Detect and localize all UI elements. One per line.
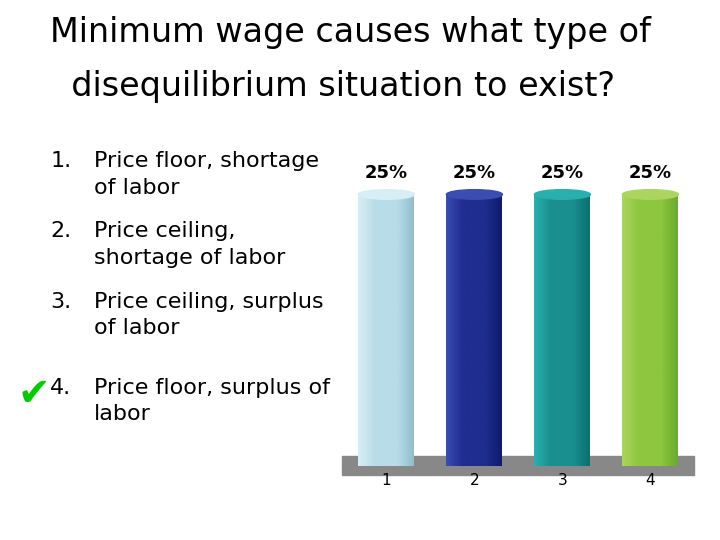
Text: 3.: 3. [50, 292, 71, 312]
Text: 25%: 25% [365, 164, 408, 181]
Text: Minimum wage causes what type of: Minimum wage causes what type of [50, 16, 652, 49]
Text: 4: 4 [646, 473, 655, 488]
Text: ✔: ✔ [18, 375, 50, 413]
Text: 25%: 25% [629, 164, 672, 181]
Text: 2: 2 [469, 473, 480, 488]
Text: Price ceiling,
shortage of labor: Price ceiling, shortage of labor [94, 221, 285, 268]
Ellipse shape [534, 190, 590, 199]
Ellipse shape [534, 461, 590, 471]
Ellipse shape [359, 461, 415, 471]
Text: 1.: 1. [50, 151, 71, 171]
Text: 2.: 2. [50, 221, 71, 241]
Text: disequilibrium situation to exist?: disequilibrium situation to exist? [50, 70, 616, 103]
Ellipse shape [446, 461, 503, 471]
Text: 4.: 4. [50, 378, 71, 398]
Polygon shape [343, 456, 694, 475]
Text: Price ceiling, surplus
of labor: Price ceiling, surplus of labor [94, 292, 323, 338]
Text: 1: 1 [382, 473, 391, 488]
Ellipse shape [622, 461, 678, 471]
Text: 25%: 25% [541, 164, 584, 181]
Ellipse shape [359, 190, 415, 199]
Text: Price floor, shortage
of labor: Price floor, shortage of labor [94, 151, 319, 198]
Text: 25%: 25% [453, 164, 496, 181]
Ellipse shape [622, 190, 678, 199]
Ellipse shape [446, 190, 503, 199]
Text: 3: 3 [557, 473, 567, 488]
Text: Price floor, surplus of
labor: Price floor, surplus of labor [94, 378, 330, 424]
